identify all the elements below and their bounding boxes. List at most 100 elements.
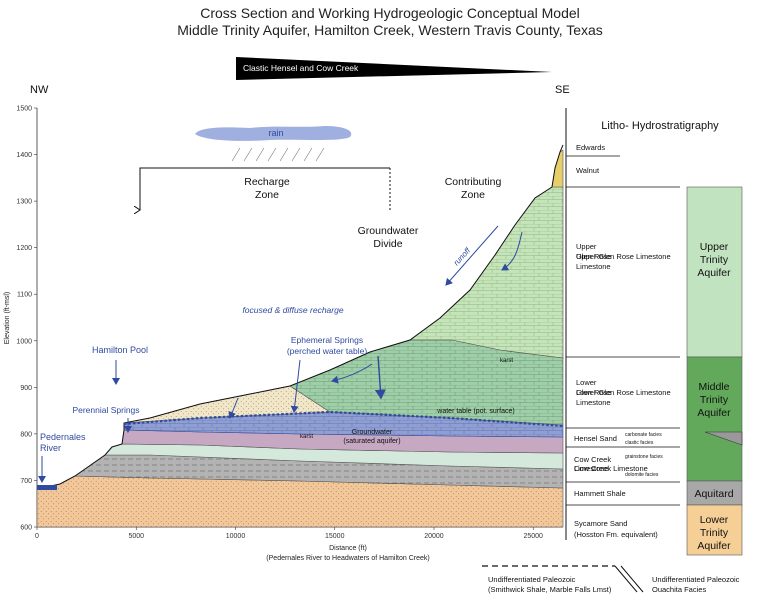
unit-walnut: Walnut: [576, 166, 600, 175]
hydro-column: [686, 186, 743, 556]
ephemeral-springs-arrow: [290, 359, 301, 413]
hydro-aquitard-label: Aquitard: [694, 488, 733, 500]
x-tick-label: 15000: [325, 533, 345, 540]
y-axis-ticks: 600 700 800 900 1000 1100 1200 1300 1400 1500: [16, 106, 37, 532]
unit-upper-glen-rose-3: Limestone: [576, 262, 611, 271]
ephemeral-springs-label-1: Ephemeral Springs: [291, 335, 363, 345]
rain-label: rain: [268, 128, 283, 138]
recharge-zone-label-2: Zone: [255, 189, 279, 201]
y-tick-label: 600: [20, 525, 32, 532]
hydro-lower-trinity: [686, 504, 743, 556]
y-tick-label: 1400: [16, 152, 32, 159]
focused-recharge-label: focused & diffuse recharge: [242, 305, 343, 315]
facies-clastic: clastic facies: [625, 440, 654, 446]
hydro-upper-3: Aquifer: [697, 267, 731, 279]
divide-recharge-arrow: [374, 355, 386, 400]
contributing-zone-label-1: Contributing: [445, 176, 502, 188]
hamilton-pool-label: Hamilton Pool: [92, 345, 148, 355]
facies-wedge: [704, 431, 743, 446]
perennial-springs-label: Perennial Springs: [72, 405, 139, 415]
hydro-middle-trinity: [686, 356, 743, 482]
y-tick-label: 700: [20, 478, 32, 485]
unit-cow-creek-1: Cow Creek: [574, 455, 611, 464]
layer-upper-glen-rose: [409, 186, 564, 359]
wedge-label: Clastic Hensel and Cow Creek: [243, 63, 359, 73]
unit-lower-glen-rose-2: Glen Rose: [576, 388, 611, 397]
y-tick-label: 1200: [16, 245, 32, 252]
water-table-line: [123, 410, 564, 428]
karst-label-lower: karst: [300, 434, 313, 440]
recharge-zone-label-1: Recharge: [244, 176, 290, 188]
perched-flow-arrow: [331, 363, 373, 384]
groundwater-divide-label-1: Groundwater: [358, 225, 419, 237]
y-axis-label: Elevation (ft-msl): [4, 292, 11, 345]
y-tick-label: 1000: [16, 338, 32, 345]
x-tick-label: 25000: [523, 533, 543, 540]
hydro-middle-2: Trinity: [700, 394, 729, 406]
unit-sycamore-sub: (Hosston Fm. equivalent): [574, 530, 658, 539]
cloud-shape: [195, 126, 352, 141]
compass-se: SE: [555, 84, 570, 96]
runoff-path-curve: [501, 231, 523, 271]
footer-right-2: Ouachita Facies: [652, 585, 706, 594]
unit-lower-glen-rose-3: Limestone: [576, 398, 611, 407]
x-axis-label: Distance (ft): [329, 545, 367, 552]
contributing-zone-label-2: Zone: [461, 189, 485, 201]
unit-upper-glen-rose: Upper Glen Rose Limestone: [576, 252, 671, 261]
unit-cow-creek: Cow Creek Limestone: [574, 464, 648, 473]
compass-nw: NW: [30, 84, 49, 96]
unit-cow-creek-2: Limestone: [574, 464, 609, 473]
facies-dolomite: dolomite facies: [625, 472, 659, 478]
x-axis-ticks: 0 5000 10000 15000 20000 25000: [35, 527, 543, 540]
recharge-arrow-small: [228, 397, 239, 419]
unit-lower-glen-rose-1: Lower: [576, 378, 597, 387]
x-tick-label: 20000: [424, 533, 444, 540]
groundwater-label-1: Groundwater: [352, 429, 393, 436]
hydro-lower-1: Lower: [700, 514, 729, 526]
litho-heading: Litho- Hydrostratigraphy: [601, 120, 719, 132]
runoff-arrow: [445, 225, 499, 286]
hydro-middle-1: Middle: [699, 381, 730, 393]
river-water: [37, 485, 57, 490]
footer-right-1: Undifferentiated Paleozoic: [652, 575, 740, 584]
y-tick-label: 800: [20, 431, 32, 438]
groundwater-divide-label-2: Divide: [373, 238, 402, 250]
runoff-label: runoff: [452, 246, 473, 268]
y-tick-label: 1500: [16, 106, 32, 113]
y-tick-label: 1100: [17, 292, 32, 299]
rain-cloud: rain: [195, 126, 352, 162]
hydro-lower-3: Aquifer: [697, 540, 731, 552]
rain-drops: [231, 147, 325, 162]
water-table-label: water table (pot. surface): [436, 408, 514, 415]
hydro-lower-2: Trinity: [700, 527, 729, 539]
unit-hammett: Hammett Shale: [574, 489, 626, 498]
unit-lower-glen-rose: Lower Glen Rose Limestone: [576, 388, 671, 397]
facies-carbonate: carbonate facies: [625, 432, 662, 438]
y-tick-label: 900: [20, 385, 32, 392]
unit-sycamore: Sycamore Sand: [574, 519, 627, 528]
layer-walnut: [551, 149, 564, 188]
wedge-black: [236, 57, 552, 80]
unit-upper-glen-rose-2: Glen Rose: [576, 252, 611, 261]
x-tick-label: 0: [35, 533, 39, 540]
hydro-aquitard: [686, 480, 743, 506]
groundwater-label-2: (saturated aquifer): [343, 438, 400, 445]
pedernales-label-2: River: [40, 443, 61, 453]
recharge-zone-bracket: [140, 167, 390, 210]
unit-edwards: Edwards: [576, 143, 605, 152]
hydro-upper-2: Trinity: [700, 254, 729, 266]
unit-hensel: Hensel Sand: [574, 434, 617, 443]
karst-label-upper: karst: [500, 358, 513, 364]
facies-grainstone: grainstone facies: [625, 454, 663, 460]
footer-thrust-symbol: [614, 565, 644, 593]
hydro-middle-3: Aquifer: [697, 407, 731, 419]
unit-upper-glen-rose-1: Upper: [576, 242, 597, 251]
x-tick-label: 10000: [226, 533, 246, 540]
pedernales-label-1: Pedernales: [40, 432, 86, 442]
geology-layers: [36, 144, 564, 528]
hydro-upper-trinity: [686, 186, 743, 358]
footer-left-2: (Smithwick Shale, Marble Falls Lmst): [488, 585, 612, 594]
x-axis-sublabel: (Pedernales River to Headwaters of Hamil…: [266, 555, 429, 562]
y-tick-label: 1300: [16, 199, 32, 206]
